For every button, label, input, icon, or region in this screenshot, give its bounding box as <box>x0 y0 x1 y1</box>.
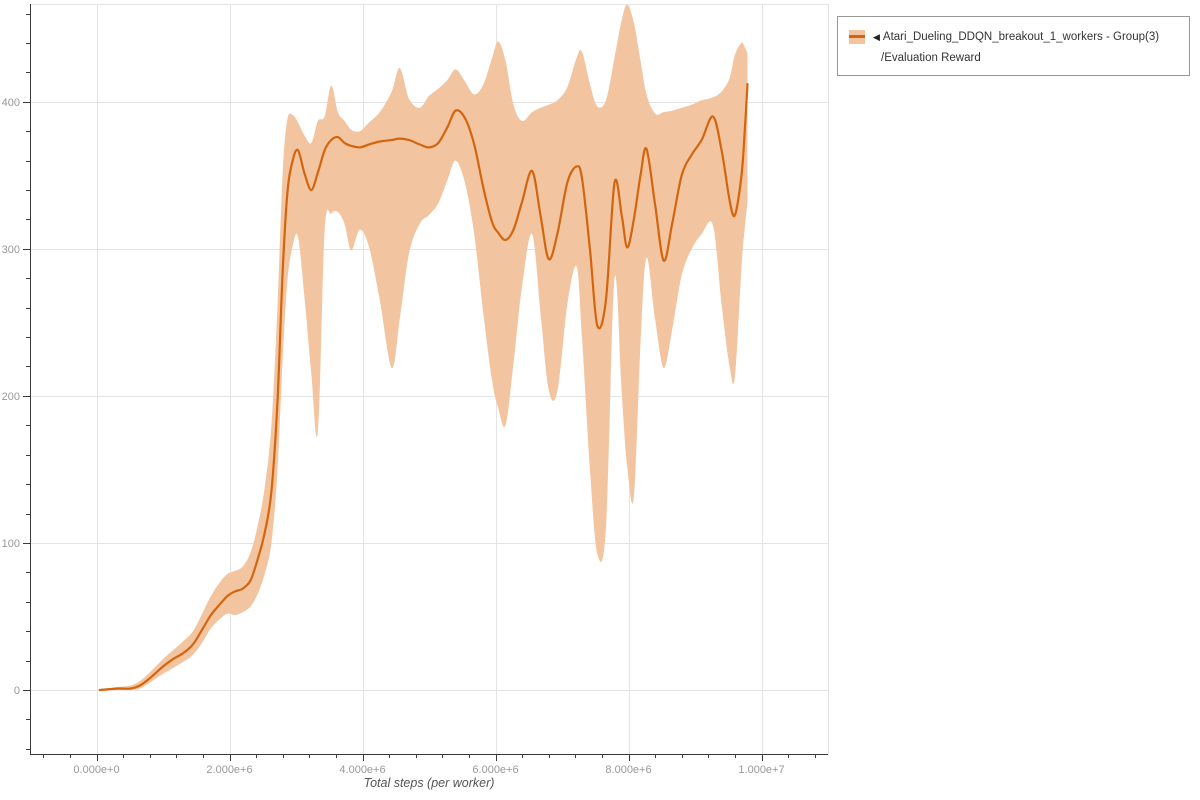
svg-text:0.000e+0: 0.000e+0 <box>73 764 119 776</box>
legend-swatch-line-icon <box>849 35 865 38</box>
legend-series-swatch-icon <box>849 30 865 44</box>
legend-collapse-icon[interactable]: ◀ <box>873 31 880 42</box>
series-mean-line <box>98 83 749 692</box>
tick-labels: 0.000e+0 2.000e+6 4.000e+6 6.000e+6 8.000e+6… <box>2 97 785 776</box>
legend-entry-name: Atari_Dueling_DDQN_breakout_1_workers - … <box>882 31 1160 43</box>
svg-text:8.000e+6: 8.000e+6 <box>605 764 651 776</box>
svg-text:0: 0 <box>14 685 20 697</box>
x-axis-title: Total steps (per worker) <box>363 776 495 790</box>
svg-text:6.000e+6: 6.000e+6 <box>472 764 518 776</box>
axes <box>23 4 828 761</box>
svg-text:100: 100 <box>2 538 20 550</box>
svg-text:300: 300 <box>2 244 20 256</box>
legend: ◀ Atari_Dueling_DDQN_breakout_1_workers … <box>837 16 1190 76</box>
svg-text:4.000e+6: 4.000e+6 <box>339 764 385 776</box>
legend-entry[interactable]: ◀ Atari_Dueling_DDQN_breakout_1_workers … <box>849 30 1159 44</box>
series-confidence-band <box>99 4 748 691</box>
svg-text:400: 400 <box>2 97 20 109</box>
svg-text:1.000e+7: 1.000e+7 <box>738 764 784 776</box>
legend-entry-metric: /Evaluation Reward <box>881 52 981 64</box>
svg-text:2.000e+6: 2.000e+6 <box>206 764 252 776</box>
svg-text:200: 200 <box>2 391 20 403</box>
